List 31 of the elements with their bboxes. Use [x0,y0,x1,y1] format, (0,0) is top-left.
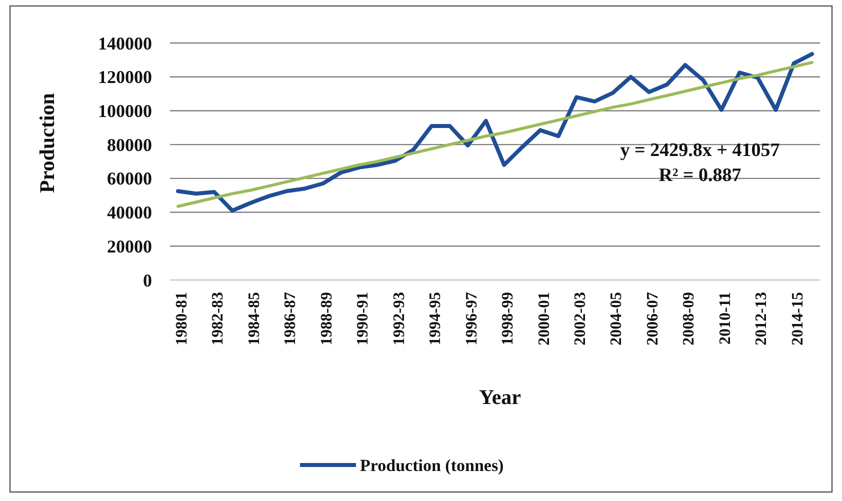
x-tick-label: 1988-89 [318,292,336,346]
x-tick-label: 1992-93 [390,292,408,346]
x-tick-label: 1994-95 [427,292,444,346]
x-tick-label: 2012-13 [753,292,770,346]
y-tick-label: 20000 [107,236,152,256]
x-axis-title: Year [479,385,521,409]
x-tick-label: 2006-07 [644,292,662,346]
x-tick-label: 1982-83 [210,292,227,346]
y-axis-title: Production [35,92,59,193]
x-tick-label: 2000-01 [536,292,553,346]
y-tick-label: 120000 [98,67,152,88]
x-tick-label: 1986-87 [282,292,300,346]
legend-label: Production (tonnes) [360,456,504,475]
y-tick-label: 0 [143,270,152,290]
x-tick-label: 1990-91 [354,292,372,346]
y-tick-label: 60000 [107,168,152,189]
x-tick-label: 2002-03 [572,292,590,346]
x-tick-label: 2014-15 [789,292,806,346]
y-tick-label: 40000 [107,202,152,223]
x-tick-label: 1980-81 [174,292,190,346]
x-tick-label: 1984-85 [246,292,263,346]
y-tick-label: 100000 [98,101,152,122]
y-tick-label: 80000 [107,134,152,155]
x-tick-label: 1998-99 [500,292,517,346]
y-tick-label: 140000 [98,33,152,54]
annotation: R² = 0.887 [658,165,742,186]
x-tick-label: 2008-09 [680,292,698,346]
x-tick-label: 1996-97 [463,292,480,346]
x-tick-label: 2004-05 [608,292,626,346]
annotation: y = 2429.8x + 41057 [620,140,780,161]
x-tick-label: 2010-11 [716,292,734,344]
